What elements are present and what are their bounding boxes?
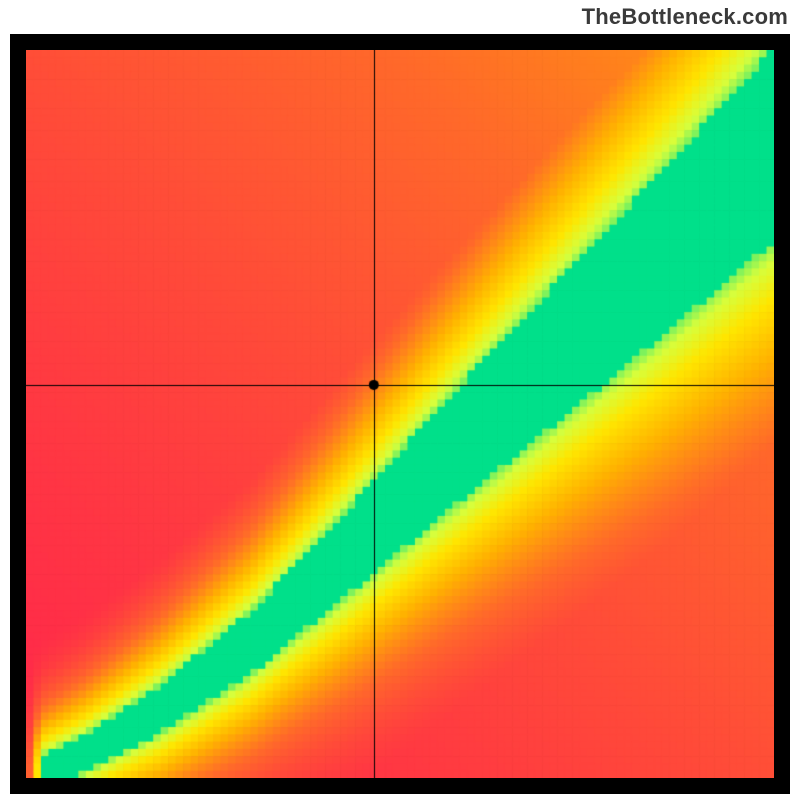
bottleneck-heatmap xyxy=(26,50,774,778)
chart-frame xyxy=(10,34,790,794)
watermark-text: TheBottleneck.com xyxy=(582,4,788,30)
